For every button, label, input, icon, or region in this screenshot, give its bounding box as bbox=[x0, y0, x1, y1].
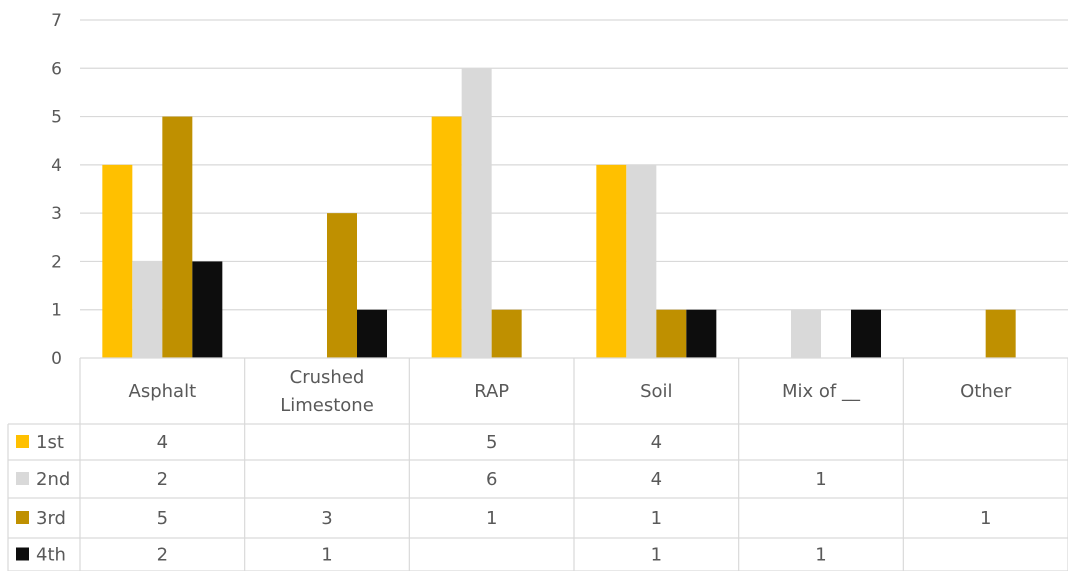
category-label: Mix of __ bbox=[782, 381, 861, 402]
table-cell-value: 1 bbox=[980, 508, 991, 529]
gridlines bbox=[80, 19, 1068, 311]
category-label: Asphalt bbox=[129, 381, 197, 402]
table-cell-value: 1 bbox=[486, 508, 497, 529]
bar-2nd-3 bbox=[626, 164, 657, 358]
y-tick-label: 7 bbox=[51, 11, 62, 31]
table-cell-value: 1 bbox=[815, 469, 826, 490]
bar-1st-3 bbox=[596, 164, 627, 358]
bar-3rd-3 bbox=[656, 309, 687, 358]
table-cell-value: 1 bbox=[815, 545, 826, 566]
table-cell-value: 4 bbox=[651, 432, 662, 453]
y-tick-label: 0 bbox=[51, 349, 62, 369]
table-cell-value: 5 bbox=[486, 432, 497, 453]
bar-4th-4 bbox=[851, 309, 881, 358]
category-label: Other bbox=[960, 381, 1012, 402]
series-label: 2nd bbox=[36, 469, 70, 490]
table-cell-value: 1 bbox=[321, 545, 332, 566]
bar-2nd-4 bbox=[791, 309, 821, 358]
bar-4th-1 bbox=[357, 309, 387, 358]
data-table: Asphalt Crushed Limestone RAP Soil Mix of __ O… bbox=[7, 357, 1068, 571]
bar-4th-0 bbox=[192, 261, 223, 358]
legend-swatch-1st bbox=[16, 435, 29, 448]
table-cell-value: 2 bbox=[157, 545, 168, 566]
legend-swatch-2nd bbox=[16, 472, 29, 485]
series-label: 3rd bbox=[36, 508, 66, 529]
y-tick-label: 4 bbox=[51, 156, 62, 176]
table-cell-value: 1 bbox=[651, 508, 662, 529]
legend-swatch-4th bbox=[16, 547, 29, 561]
table-cell-value: 4 bbox=[157, 432, 168, 453]
y-tick-label: 1 bbox=[51, 301, 62, 321]
series-label: 4th bbox=[36, 545, 66, 566]
bars bbox=[102, 68, 1016, 359]
y-axis-tick-labels: 0 1 2 3 4 5 6 7 bbox=[51, 11, 62, 369]
category-label: Limestone bbox=[280, 395, 374, 416]
bar-3rd-2 bbox=[491, 309, 522, 358]
category-label: Crushed bbox=[290, 367, 365, 388]
y-tick-label: 3 bbox=[51, 204, 62, 224]
bar-3rd-5 bbox=[985, 309, 1016, 358]
y-tick-label: 5 bbox=[51, 108, 62, 128]
bar-3rd-1 bbox=[327, 213, 357, 358]
table-cell-value: 1 bbox=[651, 545, 662, 566]
bar-3rd-0 bbox=[162, 116, 193, 358]
table-cell-value: 3 bbox=[321, 508, 332, 529]
table-cell-value: 4 bbox=[651, 469, 662, 490]
category-label: RAP bbox=[474, 381, 509, 402]
bar-2nd-0 bbox=[132, 261, 163, 358]
table-cell-value: 6 bbox=[486, 469, 497, 490]
bar-1st-2 bbox=[431, 116, 462, 358]
table-cell-value: 5 bbox=[157, 508, 168, 529]
category-label: Soil bbox=[640, 381, 672, 402]
bar-2nd-2 bbox=[461, 68, 492, 359]
bar-4th-3 bbox=[686, 309, 717, 358]
bar-1st-0 bbox=[102, 164, 133, 358]
series-label: 1st bbox=[36, 432, 64, 453]
y-tick-label: 6 bbox=[51, 59, 62, 79]
table-cell-value: 2 bbox=[157, 469, 168, 490]
y-tick-label: 2 bbox=[51, 252, 62, 272]
legend-swatch-3rd bbox=[16, 511, 29, 524]
